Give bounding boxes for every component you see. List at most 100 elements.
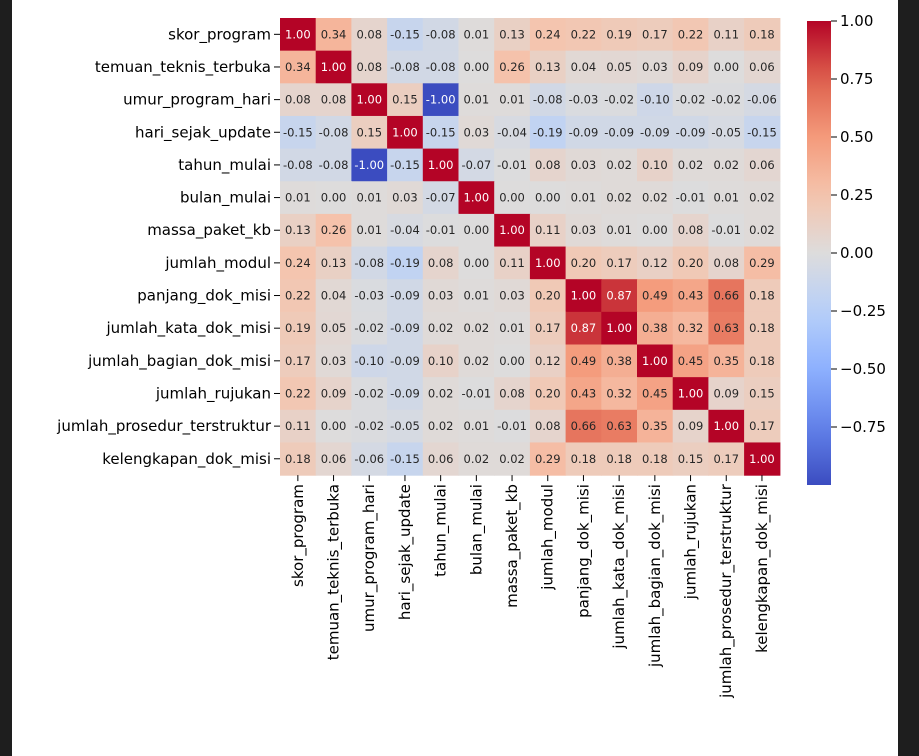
heatmap-cell bbox=[529, 279, 567, 313]
cell-value-label: 0.02 bbox=[499, 452, 525, 466]
x-tick-label: jumlah_rujukan bbox=[682, 484, 701, 600]
y-tick-label: kelengkapan_dok_misi bbox=[102, 450, 271, 469]
heatmap-cell bbox=[387, 213, 424, 248]
cell-value-label: 0.45 bbox=[678, 354, 704, 368]
heatmap-cell bbox=[708, 18, 745, 52]
cell-value-label: 0.24 bbox=[535, 27, 561, 41]
cell-value-label: 0.02 bbox=[428, 386, 454, 400]
cell-value-label: 0.22 bbox=[285, 386, 311, 400]
heatmap-cell bbox=[494, 409, 531, 444]
cell-value-label: 0.03 bbox=[392, 191, 418, 205]
heatmap-cell bbox=[280, 213, 317, 248]
cell-value-label: 0.08 bbox=[535, 419, 561, 433]
cell-value-label: 0.18 bbox=[642, 452, 668, 466]
cell-value-label: 0.32 bbox=[606, 386, 632, 400]
heatmap-cell bbox=[744, 344, 781, 378]
heatmap-cell bbox=[422, 344, 460, 378]
cell-value-label: -1.00 bbox=[354, 158, 384, 172]
colorbar-tick-label: 0.75 bbox=[840, 70, 873, 88]
x-tick-label: jumlah_bagian_dok_misi bbox=[646, 484, 665, 668]
heatmap-cell bbox=[387, 50, 424, 84]
heatmap-cell bbox=[458, 18, 495, 52]
cell-value-label: 0.01 bbox=[713, 191, 739, 205]
heatmap-cell bbox=[458, 279, 495, 313]
cell-value-label: 0.01 bbox=[571, 191, 597, 205]
cell-value-label: 0.01 bbox=[464, 419, 490, 433]
heatmap-cell bbox=[637, 18, 674, 52]
heatmap-cell bbox=[637, 246, 674, 280]
cell-value-label: 0.18 bbox=[606, 452, 632, 466]
heatmap-cell bbox=[672, 148, 709, 182]
heatmap-cell bbox=[637, 83, 674, 117]
heatmap-cell bbox=[672, 311, 709, 346]
heatmap-cell bbox=[708, 115, 745, 150]
heatmap-cell bbox=[708, 213, 745, 248]
cell-value-label: 0.01 bbox=[606, 223, 632, 237]
cell-value-label: 0.15 bbox=[749, 386, 775, 400]
cell-value-label: -0.09 bbox=[569, 125, 599, 139]
cell-value-label: 0.12 bbox=[535, 354, 561, 368]
cell-value-label: -0.08 bbox=[354, 256, 384, 270]
cell-value-label: 0.05 bbox=[321, 321, 347, 335]
cell-value-label: 0.02 bbox=[749, 223, 775, 237]
x-tick-label: massa_paket_kb bbox=[503, 484, 522, 608]
cell-value-label: -0.07 bbox=[461, 158, 491, 172]
heatmap-cell bbox=[637, 181, 674, 215]
cell-value-label: -0.04 bbox=[497, 125, 527, 139]
heatmap-cell bbox=[351, 50, 388, 84]
colorbar-tick-labels: 1.00 0.75 0.50 0.25 0.00 −0.25 −0.50 −0.75 bbox=[831, 12, 886, 436]
cell-value-label: -0.09 bbox=[390, 321, 420, 335]
cell-value-label: 1.00 bbox=[642, 354, 668, 368]
heatmap-cell bbox=[744, 377, 781, 411]
heatmap-cell bbox=[601, 181, 638, 215]
cell-value-label: 0.00 bbox=[464, 60, 490, 74]
cell-value-label: 0.03 bbox=[499, 289, 525, 303]
heatmap-cell bbox=[387, 148, 424, 182]
cell-value-label: 0.09 bbox=[713, 386, 739, 400]
cell-value-label: 0.08 bbox=[285, 93, 311, 107]
cell-value-label: 0.11 bbox=[499, 256, 525, 270]
colorbar-tick-label: −0.50 bbox=[840, 360, 886, 378]
cell-value-label: 0.24 bbox=[285, 256, 311, 270]
cell-value-label: 0.09 bbox=[678, 60, 704, 74]
heatmap-cell bbox=[601, 115, 638, 150]
heatmap-cell bbox=[744, 50, 781, 84]
cell-value-label: 0.13 bbox=[321, 256, 347, 270]
heatmap-cell bbox=[494, 246, 531, 280]
heatmap-cell bbox=[494, 442, 531, 476]
heatmap-cell bbox=[744, 246, 781, 280]
cell-value-label: 0.17 bbox=[642, 27, 668, 41]
cell-value-label: -0.01 bbox=[711, 223, 741, 237]
cell-value-label: 0.20 bbox=[535, 289, 561, 303]
x-tick-label: temuan_teknis_terbuka bbox=[325, 484, 344, 660]
heatmap-cell bbox=[565, 148, 602, 182]
heatmap-cell bbox=[494, 377, 531, 411]
heatmap-cell bbox=[672, 409, 709, 444]
heatmap-cell bbox=[529, 442, 567, 476]
cell-value-label: 0.09 bbox=[321, 386, 347, 400]
heatmap-cell bbox=[708, 279, 745, 313]
cell-value-label: 1.00 bbox=[392, 125, 418, 139]
heatmap-cell bbox=[458, 83, 495, 117]
cell-value-label: 0.08 bbox=[356, 27, 382, 41]
cell-value-label: 0.01 bbox=[499, 321, 525, 335]
cell-value-label: 0.05 bbox=[606, 60, 632, 74]
heatmap-cell bbox=[672, 279, 709, 313]
heatmap-cell bbox=[601, 311, 638, 346]
cell-value-label: 1.00 bbox=[464, 191, 490, 205]
cell-value-label: 0.01 bbox=[356, 191, 382, 205]
heatmap-cell bbox=[422, 246, 460, 280]
heatmap-cell bbox=[601, 18, 638, 52]
cell-value-label: 0.19 bbox=[606, 27, 632, 41]
cell-value-label: -0.02 bbox=[354, 419, 384, 433]
cell-value-label: 0.02 bbox=[713, 158, 739, 172]
cell-value-label: 0.06 bbox=[321, 452, 347, 466]
colorbar-tick-label: 1.00 bbox=[840, 12, 873, 30]
heatmap-cell bbox=[601, 409, 638, 444]
x-tick-label: jumlah_modul bbox=[539, 484, 558, 591]
heatmap-cell bbox=[708, 409, 745, 444]
cell-value-label: 0.22 bbox=[571, 27, 597, 41]
cell-value-label: -0.09 bbox=[390, 386, 420, 400]
heatmap-cell bbox=[280, 279, 317, 313]
cell-value-label: 0.00 bbox=[499, 354, 525, 368]
